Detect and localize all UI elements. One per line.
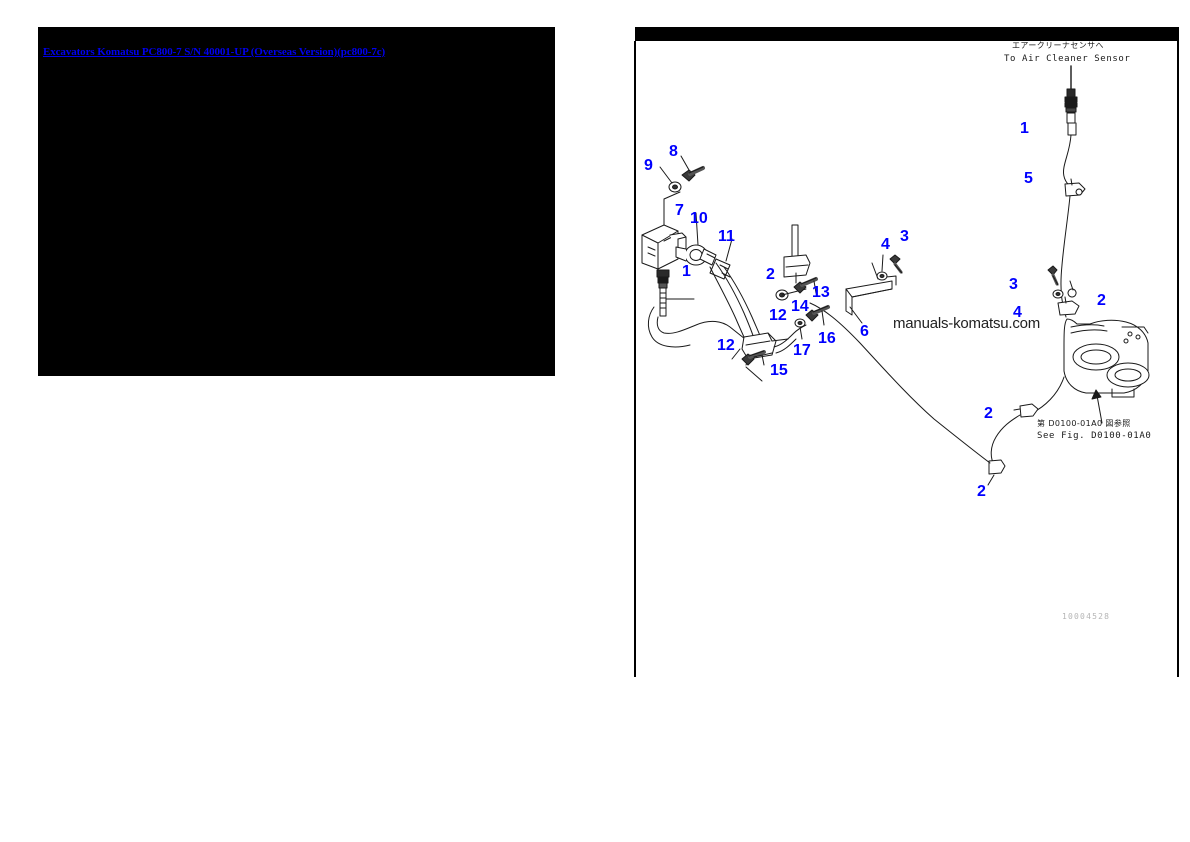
diagram-top-bar [635,27,1179,41]
air-cleaner-sensor-note-en: To Air Cleaner Sensor [1004,54,1131,64]
callout-5[interactable]: 5 [1024,170,1033,187]
pressure-sensor-1 [656,269,670,317]
callout-17[interactable]: 17 [793,342,811,359]
watermark-text: manuals-komatsu.com [893,315,1041,332]
callout-12[interactable]: 12 [769,307,787,324]
hose-clamp-2-lower [1013,403,1039,418]
elbow-connector-10 [675,212,717,266]
engine-hose-clamp-2 [1057,280,1080,316]
engine-block-outline [1063,318,1150,398]
callout-13[interactable]: 13 [812,284,830,301]
washer-9 [659,166,682,193]
see-figure-note-en: See Fig. D0100-01A0 [1037,431,1152,441]
callout-2[interactable]: 2 [977,483,986,500]
callout-11[interactable]: 11 [718,228,735,245]
callout-9[interactable]: 9 [644,157,653,174]
tee-block-12 [731,332,789,366]
callout-2[interactable]: 2 [1097,292,1106,309]
callout-16[interactable]: 16 [818,330,836,347]
bolt-3-center [889,254,903,274]
callout-8[interactable]: 8 [669,143,678,160]
catalog-title-link[interactable]: Excavators Komatsu PC800-7 S/N 40001-UP … [43,46,386,58]
callout-3[interactable]: 3 [1009,276,1018,293]
clamp-bracket-5 [1064,178,1086,197]
catalog-viewer-panel: Excavators Komatsu PC800-7 S/N 40001-UP … [38,27,555,376]
washer-4-right [1052,289,1064,299]
see-figure-note-jp: 第 D0100-01A0 図参照 [1037,419,1131,428]
callout-14[interactable]: 14 [791,298,809,315]
air-cleaner-sensor-note-jp: エアークリーナセンサへ [1012,41,1104,50]
callout-4[interactable]: 4 [881,236,890,253]
parts-diagram-drawing [641,65,1150,486]
callout-15[interactable]: 15 [770,362,788,379]
callout-4[interactable]: 4 [1013,304,1022,321]
callout-6[interactable]: 6 [860,323,869,340]
callout-7[interactable]: 7 [675,202,684,219]
bolt-8 [680,155,705,182]
air-cleaner-sensor-connector [1064,65,1078,136]
bolt-13 [793,277,818,294]
hose-clamp-2-bottom [987,459,1006,486]
washer-17 [794,318,806,340]
callout-1[interactable]: 1 [682,263,691,280]
bolt-3-right [1047,265,1059,286]
callout-2[interactable]: 2 [766,266,775,283]
washer-4-center [876,254,888,281]
bolt-15 [741,350,766,382]
bracket-6 [845,275,897,324]
drawing-number: 10004528 [1062,612,1111,621]
bolt-16 [805,305,830,326]
callout-2[interactable]: 2 [984,405,993,422]
callout-12[interactable]: 12 [717,337,735,354]
support-rod [783,224,811,284]
callout-3[interactable]: 3 [900,228,909,245]
diagram-right-border [1177,41,1179,677]
diagram-left-border [634,41,636,677]
parts-diagram-panel: エアークリーナセンサへ To Air Cleaner Sensor 第 D010… [634,27,1179,677]
callout-10[interactable]: 10 [690,210,708,227]
callout-1[interactable]: 1 [1020,120,1029,137]
manifold-block-7 [641,224,687,270]
